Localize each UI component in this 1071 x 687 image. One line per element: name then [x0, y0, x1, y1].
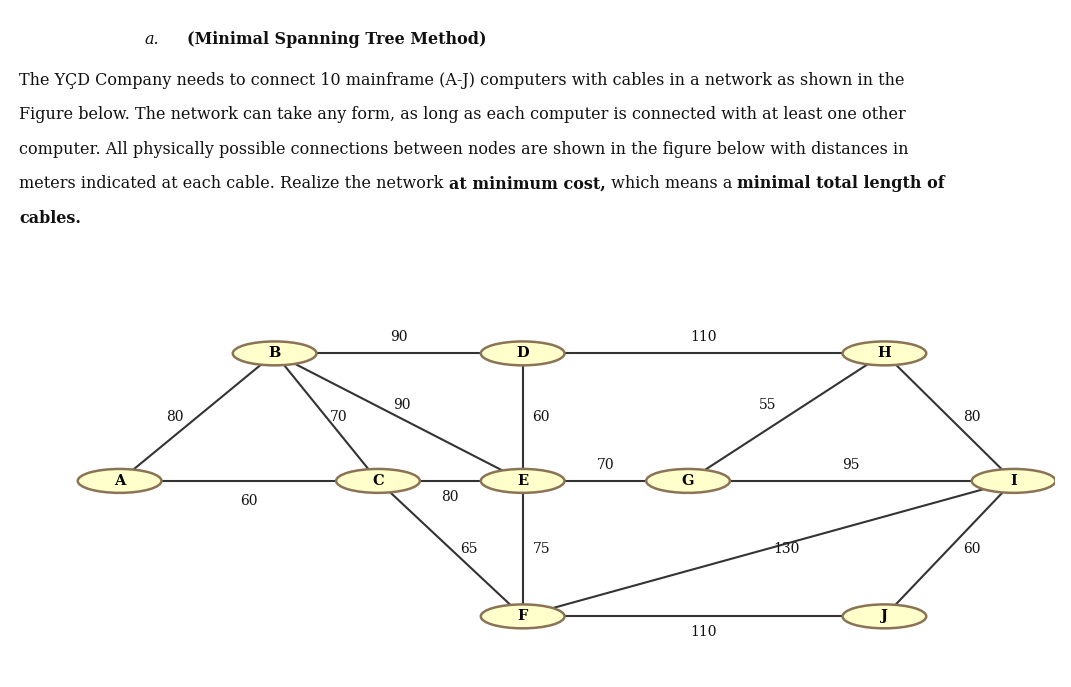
Text: 110: 110 — [691, 330, 716, 344]
Text: E: E — [517, 474, 528, 488]
Text: 65: 65 — [461, 541, 478, 556]
Text: 80: 80 — [166, 410, 183, 424]
Text: 55: 55 — [759, 398, 776, 412]
Ellipse shape — [481, 341, 564, 365]
Text: H: H — [877, 346, 891, 361]
Text: I: I — [1010, 474, 1017, 488]
Text: meters indicated at each cable. Realize the network: meters indicated at each cable. Realize … — [19, 175, 449, 192]
Text: The YÇD Company needs to connect 10 mainframe (A-J) computers with cables in a n: The YÇD Company needs to connect 10 main… — [19, 72, 905, 89]
Text: 95: 95 — [842, 458, 860, 472]
Text: 80: 80 — [963, 410, 980, 424]
Text: 90: 90 — [393, 398, 410, 412]
Text: F: F — [517, 609, 528, 623]
Text: G: G — [682, 474, 694, 488]
Text: 75: 75 — [532, 541, 550, 556]
Text: D: D — [516, 346, 529, 361]
Text: which means a: which means a — [605, 175, 737, 192]
Text: 70: 70 — [597, 458, 614, 472]
Ellipse shape — [971, 469, 1055, 493]
Text: J: J — [881, 609, 888, 623]
Text: 110: 110 — [691, 625, 716, 640]
Text: 90: 90 — [390, 330, 407, 344]
Text: cables.: cables. — [19, 210, 81, 227]
Text: 60: 60 — [532, 410, 550, 424]
Text: computer. All physically possible connections between nodes are shown in the fig: computer. All physically possible connec… — [19, 141, 909, 158]
Ellipse shape — [336, 469, 420, 493]
Ellipse shape — [843, 605, 926, 629]
Ellipse shape — [232, 341, 317, 365]
Text: Figure below. The network can take any form, as long as each computer is connect: Figure below. The network can take any f… — [19, 106, 906, 124]
Text: minimal total length of: minimal total length of — [737, 175, 945, 192]
Text: (Minimal Spanning Tree Method): (Minimal Spanning Tree Method) — [187, 31, 487, 48]
Text: at minimum cost,: at minimum cost, — [449, 175, 605, 192]
Text: a.: a. — [145, 31, 160, 48]
Text: B: B — [269, 346, 281, 361]
Text: 70: 70 — [330, 410, 347, 424]
Ellipse shape — [481, 469, 564, 493]
Text: A: A — [114, 474, 125, 488]
Ellipse shape — [843, 341, 926, 365]
Ellipse shape — [481, 605, 564, 629]
Text: 60: 60 — [963, 541, 980, 556]
Text: 80: 80 — [441, 490, 459, 504]
Ellipse shape — [78, 469, 162, 493]
Text: 60: 60 — [240, 494, 257, 508]
Text: 130: 130 — [773, 541, 800, 556]
Text: C: C — [372, 474, 383, 488]
Ellipse shape — [646, 469, 730, 493]
